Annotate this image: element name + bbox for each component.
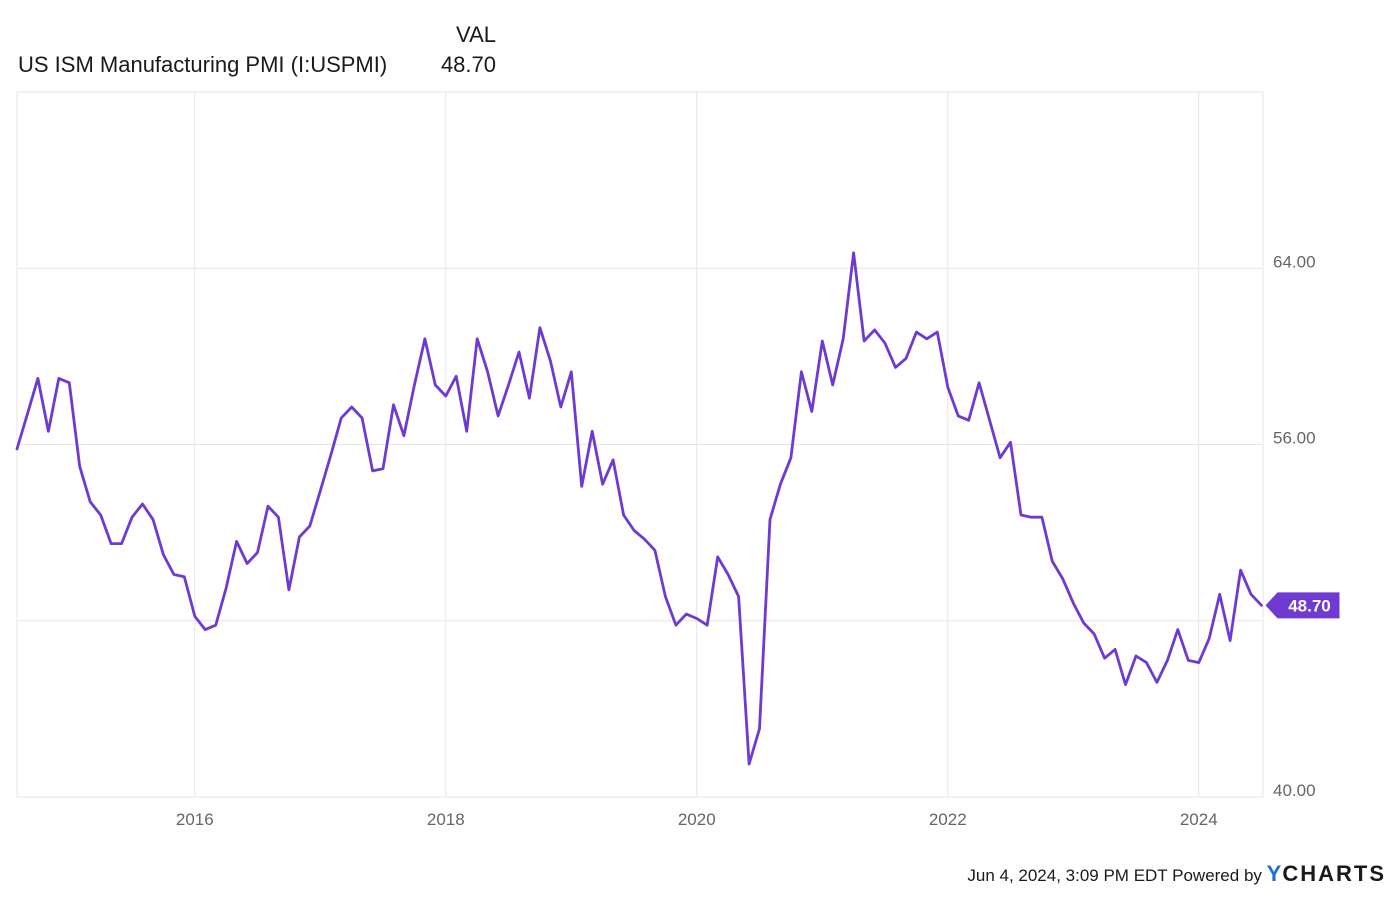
footer-powered-by: Powered by [1172,866,1262,885]
last-value-label: 48.70 [1288,596,1331,615]
chart-footer: Jun 4, 2024, 3:09 PM EDT Powered by YCHA… [967,861,1386,887]
legend-series-value: 48.70 [440,52,496,77]
x-tick-label: 2024 [1180,810,1218,829]
y-tick-label: 64.00 [1273,252,1316,271]
x-tick-label: 2022 [929,810,967,829]
x-tick-label: 2018 [427,810,465,829]
legend-series-name[interactable]: US ISM Manufacturing PMI (I:USPMI) [18,52,388,77]
y-tick-label: 56.00 [1273,429,1316,448]
ycharts-logo-y: Y [1266,861,1283,886]
chart-legend: VAL US ISM Manufacturing PMI (I:USPMI) 4… [18,22,496,82]
ycharts-logo[interactable]: YCHARTS [1267,861,1386,886]
y-tick-label: 40.00 [1273,781,1316,800]
x-tick-label: 2020 [678,810,716,829]
pmi-series-line [15,251,1263,766]
footer-timestamp: Jun 4, 2024, 3:09 PM EDT [967,866,1168,885]
x-tick-label: 2016 [176,810,214,829]
ycharts-logo-text: CHARTS [1282,861,1386,886]
last-value-badge [1265,592,1340,619]
legend-column-header: VAL [456,22,496,47]
